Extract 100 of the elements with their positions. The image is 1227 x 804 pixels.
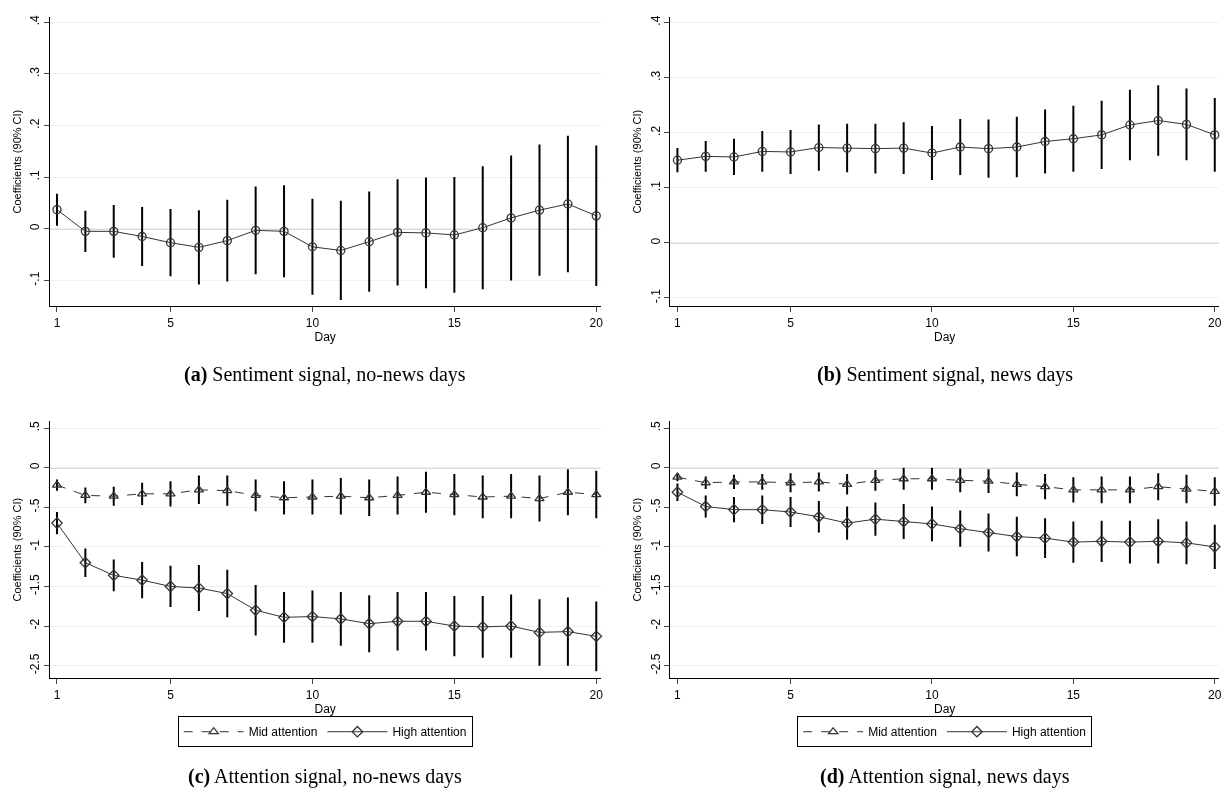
point: [672, 155, 683, 165]
x-tick-label: 10: [305, 687, 320, 702]
point: [221, 587, 234, 600]
y-tick-label: -1: [648, 539, 663, 551]
point: [505, 620, 517, 632]
point: [898, 474, 909, 482]
point: [954, 522, 967, 535]
x-tick-label: 20: [589, 687, 604, 702]
y-tick-label: -.5: [28, 498, 43, 513]
point: [1096, 485, 1107, 493]
point: [165, 489, 176, 497]
x-tick-label: 5: [167, 315, 175, 330]
y-axis-title: Coefficients (90% CI): [631, 497, 644, 602]
x-tick-label: 15: [1066, 315, 1081, 330]
y-tick-label: -2.5: [648, 653, 663, 675]
point: [363, 617, 376, 630]
point: [671, 486, 684, 499]
legend-label: High attention: [1011, 725, 1086, 740]
point: [334, 613, 347, 625]
point: [1125, 120, 1135, 130]
y-tick-label: -1.5: [28, 574, 43, 595]
point: [1210, 130, 1220, 140]
point: [1180, 537, 1193, 549]
x-tick-label: 1: [53, 315, 61, 330]
point: [728, 503, 740, 516]
point: [699, 500, 712, 513]
point: [563, 199, 573, 209]
point: [784, 506, 797, 518]
y-axis-title: Coefficients (90% CI): [10, 497, 23, 602]
point: [757, 477, 768, 485]
point: [278, 611, 290, 624]
x-tick-label: 15: [447, 687, 462, 702]
point: [1010, 530, 1023, 543]
point: [869, 513, 882, 525]
y-tick-label: 0: [28, 223, 43, 231]
point: [79, 556, 92, 569]
y-tick-label: .5: [648, 420, 663, 432]
point: [983, 144, 994, 154]
point: [590, 630, 603, 643]
point: [1209, 486, 1221, 495]
point: [364, 237, 374, 247]
point: [757, 146, 767, 157]
point: [421, 228, 431, 238]
point: [812, 510, 825, 523]
point: [448, 620, 461, 632]
point: [927, 148, 937, 158]
point: [136, 574, 148, 586]
x-tick-label: 15: [1066, 687, 1081, 702]
text: (d) Attention signal, news days: [820, 765, 1070, 788]
point: [562, 625, 574, 638]
point: [756, 503, 769, 516]
y-tick-label: -.1: [648, 288, 663, 304]
y-tick-label: .3: [648, 70, 663, 81]
y-tick-label: .4: [28, 15, 43, 26]
point: [841, 517, 853, 529]
point: [701, 151, 711, 162]
point: [1097, 130, 1107, 140]
y-tick-label: .1: [648, 180, 663, 191]
point: [478, 223, 488, 233]
point: [926, 518, 938, 530]
text: (b) Sentiment signal, news days: [817, 363, 1074, 386]
point: [306, 610, 319, 623]
point: [476, 621, 489, 633]
point: [1181, 119, 1192, 130]
point: [391, 615, 404, 628]
point: [307, 242, 318, 252]
x-tick-label: 1: [674, 315, 682, 330]
x-tick-label: 5: [167, 687, 175, 702]
x-tick-label: 10: [925, 687, 939, 702]
point: [955, 142, 965, 152]
point: [1095, 535, 1108, 548]
point: [1012, 142, 1022, 152]
point: [870, 475, 881, 483]
x-axis-title: Day: [314, 329, 336, 344]
point: [1152, 535, 1165, 548]
point: [449, 230, 459, 240]
x-tick-label: 15: [447, 315, 462, 330]
legend-label: Mid attention: [868, 725, 937, 740]
y-tick-label: .2: [648, 125, 663, 136]
point: [1181, 484, 1192, 492]
point: [249, 604, 262, 617]
y-tick-label: -1.5: [648, 574, 663, 595]
y-tick-label: .1: [28, 169, 43, 181]
legend-label: High attention: [392, 725, 467, 740]
point: [729, 152, 739, 162]
point: [109, 226, 119, 236]
y-tick-label: -.5: [648, 498, 663, 513]
y-tick-label: -.1: [28, 271, 43, 286]
x-tick-label: 10: [925, 315, 939, 330]
point: [591, 211, 601, 221]
point: [80, 226, 91, 236]
point: [700, 478, 711, 486]
point: [222, 485, 233, 494]
x-tick-label: 20: [1208, 315, 1222, 330]
point: [897, 515, 910, 528]
point: [250, 490, 261, 499]
point: [785, 147, 796, 157]
text: (a) Sentiment signal, no-news days: [184, 363, 466, 386]
point: [1068, 485, 1079, 493]
y-tick-label: -2: [28, 618, 43, 630]
